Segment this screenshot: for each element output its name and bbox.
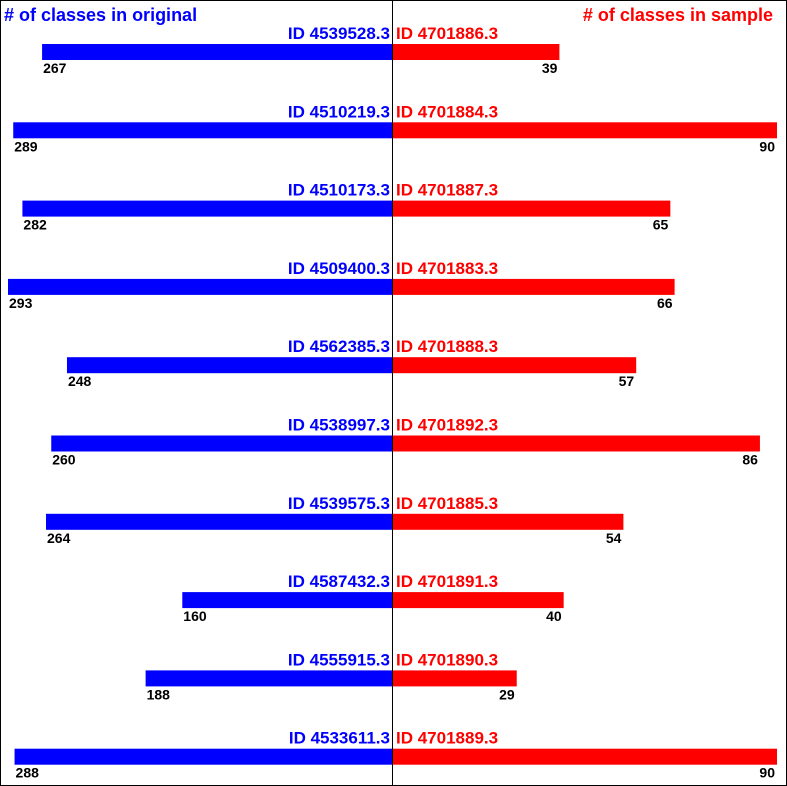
left-id-label: ID 4555915.3 xyxy=(288,650,390,669)
left-id-label: ID 4510219.3 xyxy=(288,102,390,121)
left-value-label: 289 xyxy=(14,138,38,154)
left-value-label: 260 xyxy=(52,452,76,468)
left-value-label: 188 xyxy=(147,686,171,702)
right-value-label: 39 xyxy=(542,60,558,76)
left-bar xyxy=(42,44,393,60)
right-value-label: 66 xyxy=(657,295,673,311)
right-id-label: ID 4701886.3 xyxy=(396,24,498,43)
left-id-label: ID 4510173.3 xyxy=(288,181,390,200)
left-value-label: 282 xyxy=(23,217,47,233)
left-bar xyxy=(51,435,392,452)
rows-layer: ID 4539528.3 ID 4701886.3 267 39 ID 4510219.… xyxy=(8,24,777,781)
left-bar xyxy=(8,278,392,295)
left-header: # of classes in original xyxy=(4,5,197,25)
left-id-label: ID 4562385.3 xyxy=(288,337,390,356)
left-bar xyxy=(66,357,393,374)
left-id-label: ID 4539528.3 xyxy=(288,24,390,43)
right-bar xyxy=(393,357,637,374)
left-bar xyxy=(13,122,393,139)
left-value-label: 267 xyxy=(43,60,67,76)
left-id-label: ID 4538997.3 xyxy=(288,416,390,435)
left-value-label: 248 xyxy=(68,373,92,389)
right-bar xyxy=(393,748,777,765)
left-id-label: ID 4539575.3 xyxy=(288,494,390,513)
right-value-label: 86 xyxy=(742,452,758,468)
right-id-label: ID 4701883.3 xyxy=(396,259,498,278)
left-bar xyxy=(22,200,392,217)
left-value-label: 160 xyxy=(183,608,207,624)
right-id-label: ID 4701887.3 xyxy=(396,181,498,200)
right-bar xyxy=(393,122,777,139)
right-id-label: ID 4701891.3 xyxy=(396,572,498,591)
left-bar xyxy=(145,670,392,687)
left-bar xyxy=(182,592,392,609)
right-header: # of classes in sample xyxy=(583,5,773,25)
left-value-label: 288 xyxy=(16,765,40,781)
right-value-label: 90 xyxy=(759,138,775,154)
left-value-label: 264 xyxy=(47,530,71,546)
right-bar xyxy=(393,278,675,295)
right-bar xyxy=(393,44,560,60)
right-id-label: ID 4701885.3 xyxy=(396,494,498,513)
left-value-label: 293 xyxy=(9,295,33,311)
right-id-label: ID 4701888.3 xyxy=(396,337,498,356)
right-value-label: 57 xyxy=(619,373,635,389)
right-bar xyxy=(393,513,624,530)
left-id-label: ID 4533611.3 xyxy=(289,729,390,748)
right-id-label: ID 4701884.3 xyxy=(396,102,498,121)
left-bar xyxy=(14,748,393,765)
right-id-label: ID 4701890.3 xyxy=(396,650,498,669)
right-value-label: 65 xyxy=(653,217,669,233)
right-value-label: 90 xyxy=(759,765,775,781)
right-id-label: ID 4701889.3 xyxy=(396,729,498,748)
right-id-label: ID 4701892.3 xyxy=(396,416,498,435)
right-bar xyxy=(393,200,671,217)
left-id-label: ID 4587432.3 xyxy=(288,572,390,591)
left-bar xyxy=(46,513,392,530)
right-bar xyxy=(393,670,517,687)
right-value-label: 40 xyxy=(546,608,562,624)
left-id-label: ID 4509400.3 xyxy=(288,259,390,278)
right-bar xyxy=(393,592,564,609)
right-value-label: 29 xyxy=(499,686,515,702)
right-value-label: 54 xyxy=(606,530,622,546)
right-bar xyxy=(393,435,760,452)
